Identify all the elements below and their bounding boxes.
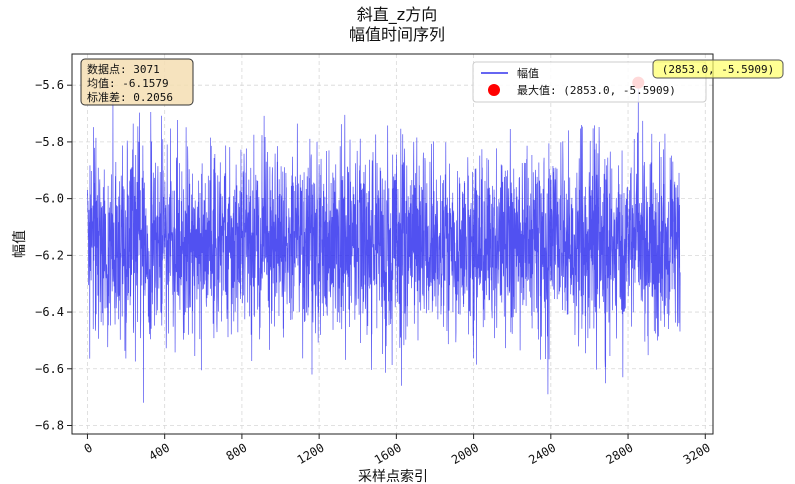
stats-count: 数据点: 3071 (87, 62, 160, 76)
y-tick-label: −6.4 (35, 305, 64, 319)
legend-label-amplitude: 幅值 (517, 67, 539, 80)
legend: 幅值 最大值: (2853.0, -5.5909) (472, 61, 707, 103)
x-tick-label: 1200 (295, 440, 327, 467)
x-tick-label: 0 (82, 440, 95, 456)
x-tick-label: 1600 (372, 440, 404, 467)
x-tick-label: 2800 (604, 440, 636, 467)
y-tick-label: −5.6 (35, 78, 64, 92)
y-axis: −5.6 −5.8 −6.0 −6.2 −6.4 −6.6 −6.8 (35, 78, 72, 432)
x-axis: 0 400 800 1200 1600 2000 2400 2800 3200 (82, 434, 713, 467)
y-tick-label: −6.0 (35, 192, 64, 206)
legend-marker-swatch (488, 84, 500, 96)
stats-box: 数据点: 3071 均值: -6.1579 标准差: 0.2056 (80, 58, 194, 106)
legend-label-max: 最大值: (2853.0, -5.5909) (517, 83, 676, 97)
x-tick-label: 400 (146, 440, 172, 463)
stats-std: 标准差: 0.2056 (87, 90, 173, 104)
x-tick-label: 800 (224, 440, 250, 463)
x-tick-label: 2400 (526, 440, 558, 467)
x-tick-label: 2000 (449, 440, 481, 467)
y-tick-label: −6.8 (35, 418, 64, 432)
y-tick-label: −6.2 (35, 248, 64, 262)
y-axis-label: 幅值 (12, 230, 28, 258)
plot-frame (71, 53, 714, 435)
annotation-text: (2853.0, -5.5909) (662, 63, 775, 76)
stats-box-background (80, 58, 194, 106)
y-tick-label: −5.8 (35, 135, 64, 149)
y-tick-label: −6.6 (35, 362, 64, 376)
stats-mean: 均值: -6.1579 (87, 77, 169, 90)
x-axis-label: 采样点索引 (358, 468, 428, 484)
x-tick-label: 3200 (681, 440, 713, 467)
chart-title: 斜直_z方向 (357, 5, 437, 25)
chart-subtitle: 幅值时间序列 (349, 25, 445, 44)
legend-frame (472, 61, 707, 103)
series-amplitude-line (87, 82, 681, 403)
annotation-box (652, 59, 784, 79)
max-annotation: (2853.0, -5.5909) (652, 59, 784, 79)
